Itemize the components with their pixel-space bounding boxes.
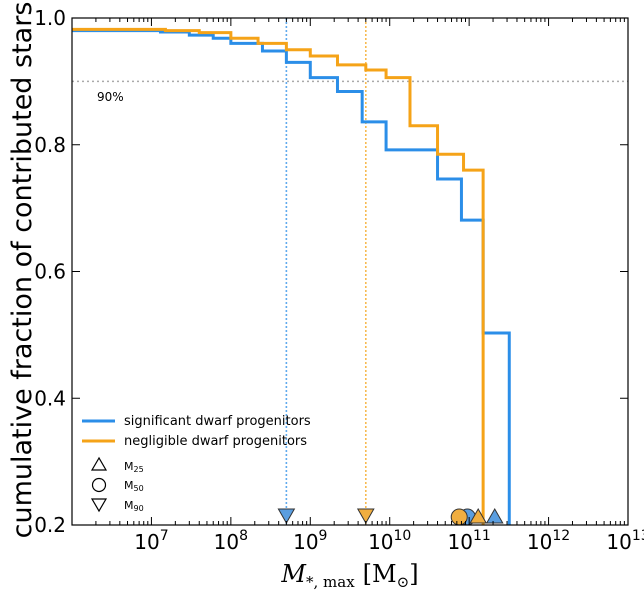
y-axis-title: cumulative fraction of contributed stars	[7, 2, 38, 539]
marker-m90-series-0	[277, 508, 296, 525]
legend-label-m25: M	[124, 460, 134, 473]
legend-label-m90-sub: 90	[134, 504, 144, 513]
svg-text:M90: M90	[124, 499, 144, 513]
x-tick-label: 1013	[606, 528, 644, 554]
marker-m90-series-1	[356, 508, 375, 525]
legend-m25-triangle-up-icon	[90, 456, 108, 471]
vertical-median-lines	[285, 18, 367, 525]
legend-label-negligible: negligible dwarf progenitors	[124, 434, 307, 449]
step-line-series-1	[72, 27, 485, 525]
marker-m50-series-1	[450, 508, 468, 526]
y-tick-label: 0.8	[34, 133, 66, 157]
legend-label-m50-sub: 50	[134, 484, 144, 493]
legend-label-m25-sub: 25	[134, 465, 144, 474]
x-tick-label: 107	[134, 528, 168, 554]
svg-text:M*, max[M⊙]: M*, max [M⊙]	[280, 560, 418, 591]
svg-text:M50: M50	[124, 479, 144, 493]
legend: significant dwarf progenitors negligible…	[82, 414, 311, 513]
marker-m25-series-0	[485, 507, 504, 524]
plot-area	[72, 18, 628, 525]
legend-label-significant: significant dwarf progenitors	[124, 414, 311, 429]
marker-m25-series-1	[469, 507, 488, 524]
x-axis-ticks: 107 108 109 1010 1011 1012 1013	[71, 18, 644, 554]
y-tick-label: 1.0	[34, 6, 66, 30]
y-tick-label: 0.2	[34, 513, 66, 537]
y-axis-ticks: 0.2 0.4 0.6 0.8 1.0	[34, 6, 628, 537]
y-tick-label: 0.4	[34, 386, 66, 410]
x-tick-label: 109	[293, 528, 327, 554]
legend-label-m90: M	[124, 499, 134, 512]
svg-text:M25: M25	[124, 460, 144, 474]
legend-m90-triangle-down-icon	[90, 498, 108, 513]
x-axis-title: M*, max [M⊙]	[280, 560, 418, 591]
x-tick-label: 108	[214, 528, 248, 554]
y-tick-label: 0.6	[34, 260, 66, 284]
x-tick-label: 1011	[448, 528, 491, 554]
series-lines	[72, 27, 511, 525]
reference-label: 90%	[97, 90, 124, 104]
legend-label-m50: M	[124, 479, 134, 492]
legend-m50-circle-icon	[91, 477, 107, 493]
step-line-series-0	[72, 29, 511, 525]
x-tick-label: 1010	[368, 528, 411, 554]
plot-background	[72, 18, 628, 525]
x-tick-label: 1012	[527, 528, 570, 554]
